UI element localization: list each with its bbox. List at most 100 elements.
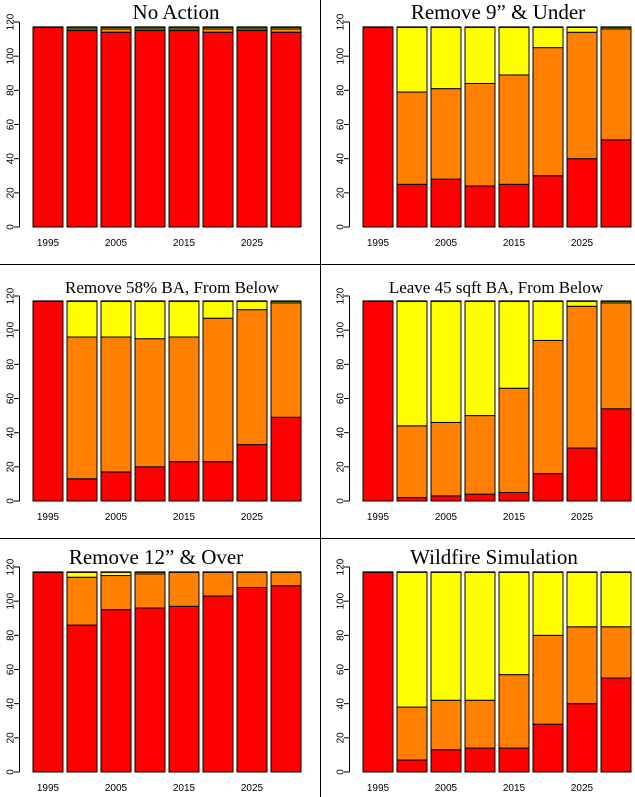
bar-segment-moderate [396, 91, 428, 185]
bar-segment-low [236, 30, 268, 228]
bar-segment-low [100, 609, 132, 773]
bar-segment-moderate [600, 302, 632, 410]
bar-segment-low [236, 587, 268, 773]
bar-segment-high [532, 571, 564, 636]
y-tick-label: 120 [336, 13, 347, 30]
chart-panel-remove-58-ba: Remove 58% BA, From Below 0 20 40 60 80 100 12… [6, 278, 302, 523]
y-tick-label: 40 [336, 698, 347, 710]
bar-segment-moderate [430, 88, 462, 180]
y-tick-label: 60 [336, 393, 347, 405]
x-tick-label: 2005 [435, 783, 458, 794]
x-tick-label: 2025 [571, 512, 594, 523]
bar-segment-low [464, 185, 496, 228]
bar-segment-low [362, 300, 394, 502]
bar-segment-low [396, 183, 428, 228]
bar-segment-high [498, 300, 530, 389]
bar-segment-low [430, 749, 462, 773]
bar-segment-high [600, 571, 632, 628]
bar-segment-low [168, 461, 200, 502]
y-tick-label: 100 [336, 592, 347, 609]
bar-segment-moderate [66, 576, 98, 626]
bar-segment-low [600, 677, 632, 773]
bar-segment-low [202, 595, 234, 773]
bar-segment-low [532, 473, 564, 502]
bar-segment-moderate [566, 626, 598, 705]
bar-segment-moderate [202, 28, 234, 33]
bar-segment-low [134, 30, 166, 228]
bar-segment-moderate [202, 317, 234, 463]
bar-segment-moderate [100, 575, 132, 611]
bar-segment-low [270, 585, 302, 773]
bar-segment-low [168, 605, 200, 773]
bar-segment-moderate [430, 699, 462, 751]
chart-panel-wildfire: Wildfire Simulation 0 20 40 60 80 100 120 1995 2… [336, 545, 632, 794]
bar-segment-low [566, 703, 598, 773]
bar-segment-moderate [202, 571, 234, 597]
bar-segment-moderate [464, 699, 496, 749]
y-tick-label: 20 [6, 461, 17, 473]
x-tick-label: 1995 [367, 783, 390, 794]
bar-segment-low [498, 491, 530, 502]
bar-segment-low [66, 478, 98, 502]
y-tick-label: 100 [336, 321, 347, 338]
x-tick-label: 2015 [173, 238, 196, 249]
bar-segment-low [566, 447, 598, 502]
y-tick-label: 80 [6, 84, 17, 96]
x-tick-label: 2025 [241, 238, 264, 249]
bar-segment-low [134, 466, 166, 502]
bar-segment-high [66, 300, 98, 338]
chart-panel-leave-45-sqft: Leave 45 sqft BA, From Below 0 20 40 60 80 10… [336, 278, 632, 523]
bar-segment-moderate [100, 336, 132, 473]
bar-segment-low [464, 493, 496, 502]
y-tick-label: 40 [336, 427, 347, 439]
bar-segment-low [100, 471, 132, 502]
x-tick-label: 2005 [105, 238, 128, 249]
bar-segment-high [498, 571, 530, 676]
y-tick-label: 120 [6, 558, 17, 575]
y-tick-label: 80 [6, 358, 17, 370]
bar-segment-moderate [134, 573, 166, 609]
x-tick-label: 2015 [503, 238, 526, 249]
bar-segment-high [396, 300, 428, 427]
y-tick-label: 100 [336, 47, 347, 64]
x-tick-label: 2015 [503, 783, 526, 794]
x-tick-label: 2015 [173, 512, 196, 523]
x-tick-label: 2025 [241, 783, 264, 794]
x-tick-label: 2015 [173, 783, 196, 794]
x-tick-label: 2025 [571, 783, 594, 794]
bar-segment-moderate [566, 305, 598, 449]
x-tick-label: 1995 [367, 512, 390, 523]
bar-segment-low [32, 300, 64, 502]
y-tick-label: 60 [6, 393, 17, 405]
y-tick-label: 60 [6, 119, 17, 131]
chart-title: Leave 45 sqft BA, From Below [389, 278, 604, 297]
y-tick-label: 80 [336, 358, 347, 370]
bar-segment-moderate [498, 387, 530, 493]
bar-segment-low [430, 495, 462, 502]
x-tick-label: 1995 [37, 783, 60, 794]
bar-segment-high [430, 571, 462, 701]
bar-segment-moderate [464, 83, 496, 187]
bar-segment-moderate [498, 674, 530, 749]
bar-segment-low [362, 571, 394, 773]
chart-title: Remove 9” & Under [411, 0, 585, 24]
y-tick-label: 80 [336, 84, 347, 96]
y-tick-label: 40 [336, 153, 347, 165]
bar-segment-moderate [134, 338, 166, 468]
bar-segment-low [202, 31, 234, 228]
y-tick-label: 20 [336, 187, 347, 199]
y-tick-label: 20 [336, 732, 347, 744]
chart-title: Wildfire Simulation [410, 545, 578, 569]
y-tick-label: 60 [6, 664, 17, 676]
bar-segment-high [464, 571, 496, 701]
bar-segment-moderate [600, 28, 632, 141]
y-tick-label: 100 [6, 592, 17, 609]
x-tick-label: 2005 [105, 512, 128, 523]
bar-segment-moderate [396, 706, 428, 761]
chart-title: Remove 12” & Over [69, 545, 243, 569]
y-tick-label: 120 [6, 13, 17, 30]
y-tick-label: 40 [6, 153, 17, 165]
chart-panel-no-action: No Action 0 20 40 60 80 100 120 1995 2005 2015 202… [6, 0, 302, 249]
bar-segment-moderate [532, 339, 564, 475]
